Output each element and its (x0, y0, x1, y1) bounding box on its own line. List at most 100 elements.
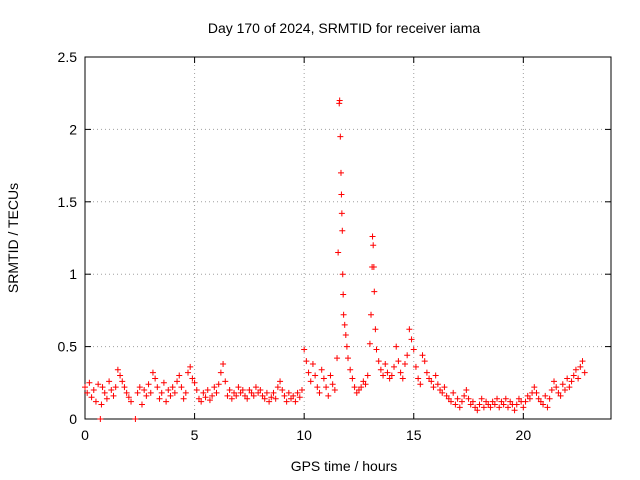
data-point (335, 249, 342, 256)
data-point (103, 395, 110, 402)
data-point (312, 372, 319, 379)
data-point (106, 378, 113, 385)
data-point (531, 384, 538, 391)
data-point (149, 369, 156, 376)
data-point (323, 384, 330, 391)
data-point (176, 372, 183, 379)
data-point (200, 389, 207, 396)
y-tick-label: 2 (69, 121, 77, 137)
x-axis: 0 5 10 15 20 (81, 57, 531, 443)
data-point (178, 384, 185, 391)
data-point (331, 387, 338, 394)
data-point (341, 321, 348, 328)
data-point (551, 378, 558, 385)
y-tick-label: 0.5 (58, 339, 78, 355)
data-point (511, 407, 518, 414)
data-point (338, 191, 345, 198)
data-point (526, 395, 533, 402)
data-point (220, 360, 227, 367)
data-point (345, 355, 351, 362)
data-point (432, 372, 439, 379)
data-point (334, 355, 341, 362)
data-point (500, 401, 507, 408)
data-point (540, 401, 547, 408)
data-point (370, 263, 377, 270)
data-point (417, 381, 424, 388)
x-tick-label: 5 (191, 427, 199, 443)
data-point (450, 389, 457, 396)
data-point (307, 378, 314, 385)
data-point (577, 363, 584, 370)
data-point (209, 392, 216, 399)
data-point (338, 210, 345, 217)
data-point (193, 387, 200, 394)
data-point (369, 233, 376, 240)
data-point (533, 389, 540, 396)
data-point (494, 395, 501, 402)
data-point (382, 360, 389, 367)
data-point (476, 401, 483, 408)
data-point (98, 401, 105, 408)
data-point (415, 375, 422, 382)
data-point (553, 384, 560, 391)
data-point (145, 381, 152, 388)
data-point (347, 366, 354, 373)
data-point (496, 404, 503, 411)
data-point (292, 398, 299, 405)
data-point (570, 372, 577, 379)
data-point (339, 271, 346, 278)
data-point (158, 389, 165, 396)
data-point (180, 395, 187, 402)
data-point (325, 392, 332, 399)
y-tick-label: 1 (69, 266, 77, 282)
data-point (263, 389, 270, 396)
data-point (368, 311, 375, 318)
data-point (296, 394, 303, 401)
data-point (362, 381, 369, 388)
data-point (309, 360, 316, 367)
data-point (217, 369, 224, 376)
data-point (305, 369, 312, 376)
data-point (185, 369, 192, 376)
data-point (428, 378, 435, 385)
data-point (370, 242, 377, 249)
data-point (375, 358, 382, 365)
data-point (233, 392, 240, 399)
data-point (329, 381, 336, 388)
data-point (478, 395, 485, 402)
x-axis-label: GPS time / hours (291, 458, 398, 474)
data-point (474, 407, 481, 414)
data-point (301, 346, 308, 353)
data-point (542, 392, 549, 399)
data-point (351, 384, 358, 391)
y-axis-label: SRMTID / TECUs (5, 183, 21, 293)
data-point (250, 392, 257, 399)
data-point (404, 352, 411, 359)
data-point (406, 326, 413, 333)
data-point (147, 389, 154, 396)
data-point (257, 387, 264, 394)
data-point (215, 381, 222, 388)
data-point (198, 398, 205, 405)
data-point (561, 387, 568, 394)
data-point (575, 375, 582, 382)
data-point (182, 389, 189, 396)
data-point (393, 343, 400, 350)
data-point (274, 384, 281, 391)
data-point (123, 389, 130, 396)
data-point (92, 398, 99, 405)
data-point (380, 372, 387, 379)
data-point (204, 387, 211, 394)
data-points (82, 97, 588, 422)
data-point (504, 404, 511, 411)
x-tick-label: 10 (296, 427, 312, 443)
y-axis: 0 0.5 1 1.5 2 2.5 (58, 49, 611, 427)
data-point (371, 288, 378, 295)
data-point (421, 358, 428, 365)
data-point (566, 384, 573, 391)
data-point (448, 398, 455, 405)
data-point (266, 398, 273, 405)
data-point (388, 372, 395, 379)
data-point (252, 384, 259, 391)
